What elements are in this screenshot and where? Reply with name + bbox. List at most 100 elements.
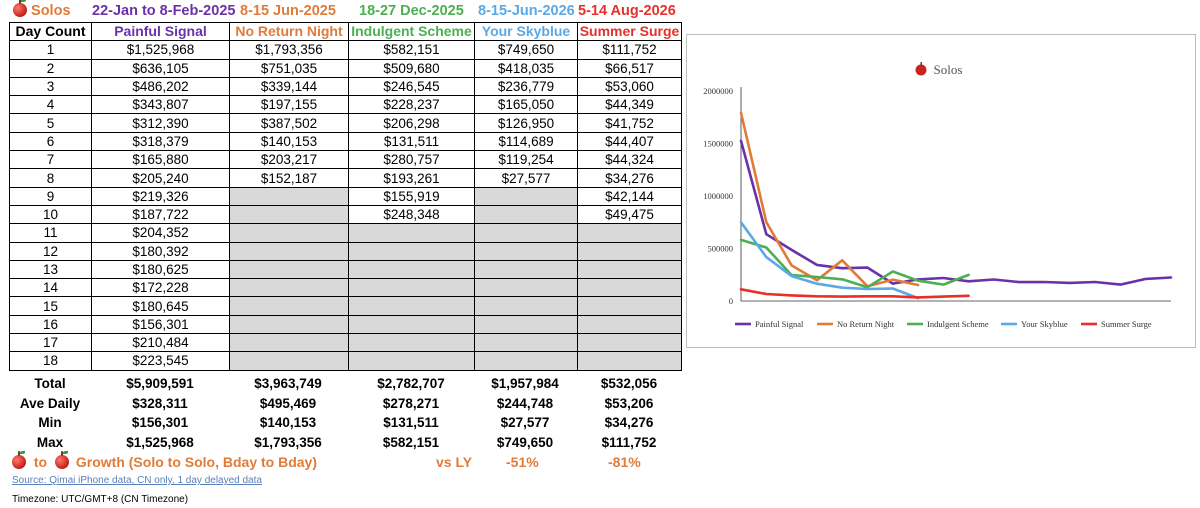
table-cell [229,186,349,206]
legend-label-3: Your Skyblue [1021,319,1068,329]
table-row: 9 $219,326 $155,919 $42,144 [9,186,682,206]
header-row: Solos 22-Jan to 8-Feb-2025 8-15 Jun-2025… [0,0,680,22]
table-cell: $223,545 [91,351,230,371]
summary-value: $156,301 [131,415,189,430]
table-cell: $636,105 [91,58,230,78]
table-row: 17 $210,484 [9,333,682,353]
series-line-1 [739,111,920,288]
table-cell [474,278,578,298]
table-cell: $41,752 [577,113,682,133]
growth-label: Growth (Solo to Solo, Bday to Bday) [75,454,317,470]
y-tick-label: 2000000 [703,86,733,96]
summary-value: $1,957,984 [491,376,559,391]
summary-label: Max [36,434,64,450]
table-row: 15 $180,645 [9,296,682,316]
table-cell [577,259,682,280]
column-header-0: Day Count [9,21,92,42]
summary-value: $278,271 [382,395,440,411]
summary-value: $5,909,591 [126,376,194,391]
table-row: 6 $318,379 $140,153 $131,511 $114,689 $44,407 [9,131,682,152]
table-cell: $387,502 [229,113,349,133]
table-cell: $210,484 [91,333,230,353]
table-cell: $749,650 [474,40,578,60]
table-cell: $248,348 [348,204,475,225]
header-date-indulgent-scheme: 18-27 Dec-2025 [359,3,464,19]
series-line-0 [739,139,1173,286]
table-cell: $486,202 [91,76,230,97]
legend-label-4: Summer Surge [1101,319,1152,329]
source-link[interactable]: Source: Qimai iPhone data, CN only, 1 da… [12,475,262,486]
table-cell: $165,050 [474,95,578,115]
table-row: 10 $187,722 $248,348 $49,475 [9,204,682,225]
solos-line-chart: Solos 0 500000 1000000 1500000 2000000 Painful… [686,34,1196,348]
table-cell: $318,379 [91,131,230,152]
table-cell: $751,035 [229,58,349,78]
table-cell [348,333,475,353]
table-cell [474,333,578,353]
apple-icon [12,451,26,469]
header-date-your-skyblue: 8-15-Jun-2026 [478,3,575,19]
table-cell: 13 [9,259,92,280]
summary-value: $53,206 [604,395,654,411]
table-cell: 9 [9,186,92,206]
table-cell: $206,298 [348,113,475,133]
summary-label: Ave Daily [19,395,81,411]
summary-value: $111,752 [601,434,657,450]
title-apple-icon [915,64,927,76]
table-cell: 11 [9,223,92,243]
table-row: 12 $180,392 [9,241,682,261]
table-cell [229,296,349,316]
table-cell: $418,035 [474,58,578,78]
series-line-2 [739,238,970,289]
table-cell [348,296,475,316]
table-cell: $111,752 [577,40,682,60]
table-cell: $343,807 [91,95,230,115]
table-cell [577,351,682,371]
table-cell: $312,390 [91,113,230,133]
table-cell: $155,919 [348,186,475,206]
table-cell: $34,276 [577,168,682,188]
table-cell [577,333,682,353]
table-cell: $27,577 [474,168,578,188]
table-cell: $1,525,968 [91,40,230,60]
table-cell: $204,352 [91,223,230,243]
table-cell [348,278,475,298]
table-cell: $119,254 [474,150,578,170]
table-cell [229,314,349,335]
table-row: 1 $1,525,968 $1,793,356 $582,151 $749,650 $11… [9,40,682,60]
table-cell [577,223,682,243]
timezone-note: Timezone: UTC/GMT+8 (CN Timezone) [12,494,189,505]
table-cell: $49,475 [577,204,682,225]
table-cell [474,259,578,280]
table-row: 16 $156,301 [9,314,682,335]
table-cell [474,223,578,243]
table-cell [577,278,682,298]
summary-value: $582,151 [382,434,440,450]
table-cell: $53,060 [577,76,682,97]
column-header-4: Your Skyblue [474,21,578,42]
table-cell: $280,757 [348,150,475,170]
table-cell: 18 [9,351,92,371]
table-cell: 7 [9,150,92,170]
growth-vs-label: vs LY [436,454,473,470]
summary-value: $1,793,356 [254,434,322,450]
chart-svg: Solos 0 500000 1000000 1500000 2000000 Painful… [703,62,1173,329]
table-cell [348,259,475,280]
table-cell: $114,689 [474,131,578,152]
summary-value: $2,782,707 [377,376,445,391]
table-cell [474,186,578,206]
revenue-table: Day Count Painful Signal No Return Night In… [9,21,682,371]
apple-icon [55,451,69,469]
table-cell: $582,151 [348,40,475,60]
table-cell: $44,349 [577,95,682,115]
column-header-1: Painful Signal [91,21,230,42]
table-cell [474,296,578,316]
table-cell [577,241,682,261]
column-header-2: No Return Night [229,21,349,42]
table-cell: $236,779 [474,76,578,97]
table-cell: $197,155 [229,95,349,115]
table-cell: $152,187 [229,168,349,188]
table-cell: $126,950 [474,113,578,133]
table-cell [474,351,578,371]
legend-label-1: No Return Night [837,319,895,329]
